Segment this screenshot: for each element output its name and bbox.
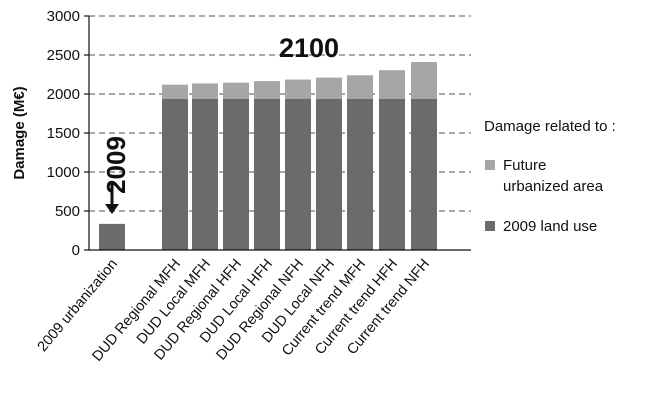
legend-swatch-2009 [485,221,495,231]
y-tick-label: 500 [55,203,80,220]
annotation-arrow [105,184,119,214]
bar-future-urbanized-3 [223,82,249,99]
y-tick-label: 1500 [47,125,80,142]
legend-label-future-line1: Future [503,157,546,174]
bar-land-use-2009-7 [347,98,373,251]
bar-future-urbanized-7 [347,75,373,99]
bar-land-use-2009-5 [285,98,311,251]
bar-future-urbanized-2 [192,83,218,99]
bar-land-use-2009-1 [162,98,188,251]
legend-label-future-line2: urbanized area [503,178,604,195]
y-tick-label: 3000 [47,8,80,25]
bars [99,62,437,251]
annotation-2009: 2009 [101,136,131,194]
bar-future-urbanized-8 [379,70,405,99]
legend-label-2009: 2009 land use [503,218,597,235]
bar-future-urbanized-6 [316,77,342,99]
bar-land-use-2009-4 [254,98,280,251]
y-tick-label: 1000 [47,164,80,181]
bar-future-urbanized-9 [411,62,437,99]
bar-future-urbanized-4 [254,81,280,99]
legend: Damage related to : Future urbanized are… [484,118,616,235]
axes [84,15,471,251]
y-tick-label: 2000 [47,86,80,103]
y-tick-label: 2500 [47,47,80,64]
bar-land-use-2009-9 [411,98,437,251]
bar-land-use-2009-6 [316,98,342,251]
annotation-2100: 2100 [279,33,339,63]
bar-land-use-2009-3 [223,98,249,251]
legend-swatch-future [485,160,495,170]
bar-future-urbanized-5 [285,79,311,99]
bar-future-urbanized-1 [162,84,188,99]
bar-land-use-2009-0 [99,223,125,250]
bar-land-use-2009-8 [379,98,405,251]
y-tick-label: 0 [72,242,80,259]
bar-land-use-2009-2 [192,98,218,251]
legend-title: Damage related to : [484,118,616,135]
y-axis-label: Damage (M€) [11,86,28,179]
y-tick-labels: 0 500 1000 1500 2000 2500 3000 [47,8,80,259]
